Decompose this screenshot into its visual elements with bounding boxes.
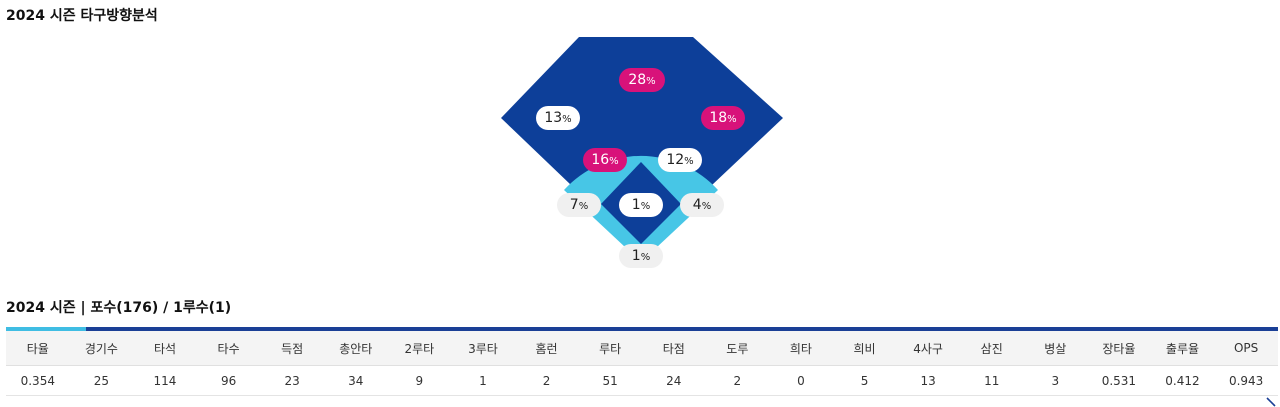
zone-pct-first-base-line: 4% (680, 193, 724, 217)
zone-value: 28 (628, 72, 647, 88)
stats-value-cell: 1 (451, 365, 515, 396)
stats-header-cell: 타점 (641, 331, 706, 366)
stats-header-cell: 도루 (705, 331, 770, 366)
stats-value-cell: 114 (133, 365, 197, 396)
zone-value: 18 (709, 110, 728, 126)
stats-value-cell: 0.412 (1150, 365, 1215, 396)
stats-header-cell: 타율 (6, 331, 70, 366)
zone-unit: % (562, 114, 572, 125)
zone-value: 12 (666, 152, 685, 168)
zone-unit: % (578, 201, 589, 212)
stats-value-cell: 25 (69, 365, 134, 396)
zone-pct-right-infield: 12% (658, 148, 702, 172)
zone-value: 16 (591, 152, 610, 168)
zone-unit: % (684, 156, 694, 167)
zone-pct-behind-plate: 1% (619, 244, 663, 268)
stats-header-cell: OPS (1214, 331, 1278, 366)
stats-value-cell: 2 (705, 365, 770, 396)
zone-pct-right-field: 18% (701, 106, 745, 130)
stats-header-cell: 득점 (260, 331, 324, 366)
stats-value-cell: 0.354 (6, 365, 70, 396)
zone-pct-deep-center: 28% (619, 68, 665, 92)
stats-header-cell: 4사구 (896, 331, 960, 366)
zone-unit: % (640, 252, 651, 263)
stats-value-cell: 13 (896, 365, 960, 396)
stats-header-cell: 출루율 (1150, 331, 1215, 366)
stats-value-cell: 0 (769, 365, 833, 396)
stats-value-cell: 2 (514, 365, 579, 396)
table-top-bar-accent (6, 327, 86, 331)
stats-header-row: 타율 경기수 타석 타수 득점 총안타 2루타 3루타 홈런 루타 타점 도루 희타 희비 4사구 삼진 병살 장… (6, 331, 1278, 366)
zone-pct-third-base-line: 7% (557, 193, 601, 217)
stats-value-cell: 23 (260, 365, 324, 396)
stats-value-cell: 9 (387, 365, 452, 396)
stats-value-row: 0.354 25 114 96 23 34 9 1 2 51 24 2 0 5 13 11 3 0.531 0.41… (6, 365, 1278, 396)
stats-header-cell: 희타 (769, 331, 833, 366)
stats-header-cell: 병살 (1023, 331, 1088, 366)
zone-value: 1 (631, 248, 641, 264)
section-title-season-position: 2024 시즌 | 포수(176) / 1루수(1) (6, 300, 232, 316)
zone-unit: % (727, 114, 737, 125)
stats-header-cell: 홈런 (514, 331, 579, 366)
zone-unit: % (640, 201, 651, 212)
resize-corner-icon (1266, 397, 1276, 407)
stats-value-cell: 51 (578, 365, 642, 396)
stats-header-cell: 총안타 (323, 331, 388, 366)
zone-unit: % (609, 156, 619, 167)
zone-unit: % (646, 76, 656, 87)
zone-value: 4 (692, 197, 702, 213)
zone-value: 1 (631, 197, 641, 213)
stats-header-cell: 장타율 (1087, 331, 1151, 366)
stats-value-cell: 24 (641, 365, 706, 396)
stats-value-cell: 0.531 (1087, 365, 1151, 396)
stats-header-cell: 삼진 (959, 331, 1024, 366)
stats-value-cell: 96 (196, 365, 261, 396)
stats-header-cell: 타석 (133, 331, 197, 366)
zone-value: 7 (569, 197, 579, 213)
stats-value-cell: 34 (323, 365, 388, 396)
section-title-direction: 2024 시즌 타구방향분석 (6, 8, 158, 24)
outfield-area (501, 37, 783, 252)
stats-header-cell: 2루타 (387, 331, 452, 366)
stats-value-cell: 3 (1023, 365, 1088, 396)
stats-header-cell: 루타 (578, 331, 642, 366)
stats-table: 타율 경기수 타석 타수 득점 총안타 2루타 3루타 홈런 루타 타점 도루 희타 희비 4사구 삼진 병살 장… (6, 331, 1278, 396)
stats-header-cell: 희비 (832, 331, 897, 366)
stats-header-cell: 타수 (196, 331, 261, 366)
table-top-bar (6, 327, 1278, 331)
zone-pct-left-infield: 16% (583, 148, 627, 172)
zone-value: 13 (544, 110, 563, 126)
stats-header-cell: 3루타 (451, 331, 515, 366)
stats-value-cell: 11 (959, 365, 1024, 396)
stats-value-cell: 0.943 (1214, 365, 1278, 396)
stats-value-cell: 5 (832, 365, 897, 396)
zone-pct-mound: 1% (619, 193, 663, 217)
stats-header-cell: 경기수 (69, 331, 134, 366)
zone-pct-left-field: 13% (536, 106, 580, 130)
zone-unit: % (701, 201, 712, 212)
